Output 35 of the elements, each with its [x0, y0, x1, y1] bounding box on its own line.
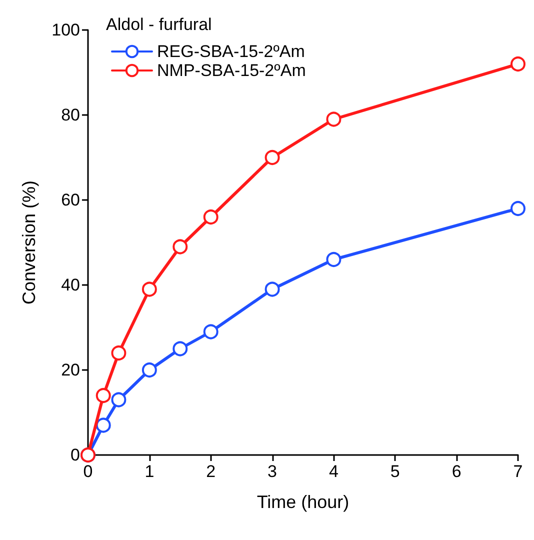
point [264, 150, 280, 165]
legend-label: NMP-SBA-15-2ºAm [157, 61, 306, 80]
point [326, 252, 342, 267]
x-tick-label: 6 [452, 462, 462, 481]
y-tick-label: 40 [61, 276, 80, 294]
x-tick-label: 7 [513, 462, 523, 481]
y-axis-title: Conversion (%) [19, 180, 39, 305]
x-axis-title: Time (hour) [256, 492, 350, 512]
x-tick-label: 5 [390, 462, 400, 481]
point [96, 418, 111, 433]
point [326, 112, 342, 127]
point [510, 56, 526, 72]
x-tick-label: 3 [268, 462, 278, 481]
x-tick-label: 1 [144, 462, 154, 481]
point [264, 282, 280, 297]
x-tick-label: 4 [328, 462, 338, 481]
y-tick-label: 0 [70, 446, 80, 464]
point [203, 210, 218, 224]
legend-title: Aldol - furfural [106, 15, 212, 34]
point [510, 201, 526, 216]
point [111, 346, 126, 360]
y-tick-label: 20 [61, 360, 80, 380]
point [172, 239, 188, 254]
y-tick-label: 100 [52, 20, 80, 40]
legend-label: REG-SBA-15-2ºAm [157, 42, 305, 61]
point [172, 341, 188, 356]
y-tick-label: 60 [61, 190, 80, 210]
x-tick-label: 2 [206, 462, 216, 481]
y-tick-label: 80 [61, 106, 80, 124]
point [203, 324, 218, 340]
point [111, 392, 126, 408]
point [142, 362, 157, 378]
x-tick-label: 0 [83, 462, 93, 481]
point [96, 388, 111, 403]
point [142, 282, 157, 297]
